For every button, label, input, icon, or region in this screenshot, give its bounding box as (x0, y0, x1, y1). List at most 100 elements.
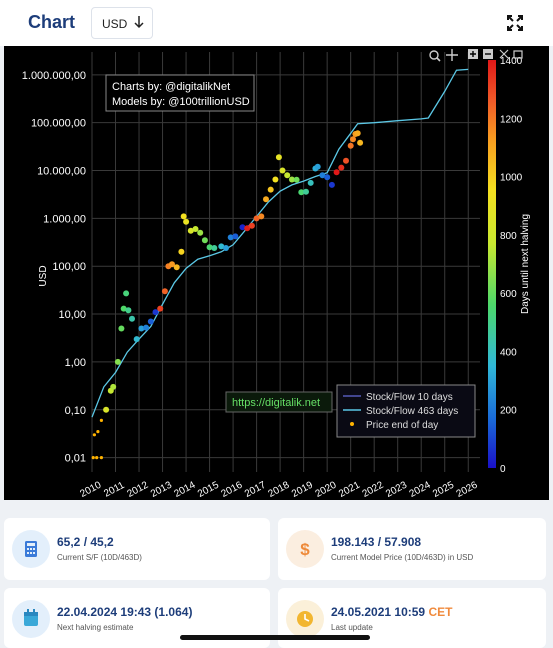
price-point (232, 233, 239, 240)
price-point (307, 179, 314, 186)
price-point (99, 418, 103, 422)
price-point (110, 383, 117, 390)
x-tick-label: 2011 (102, 480, 127, 500)
autoscale-icon[interactable] (499, 49, 509, 59)
currency-select[interactable]: USD (91, 7, 153, 39)
last-update-label: Last update (331, 623, 373, 632)
calendar-icon (12, 600, 50, 638)
price-point (263, 196, 269, 203)
colorbar-tick-label: 1200 (500, 114, 523, 125)
price-point (120, 305, 127, 312)
url-link[interactable]: https://digitalik.net (232, 397, 320, 409)
price-point (324, 174, 331, 181)
price-point (125, 307, 132, 314)
chart-legend: Stock/Flow 10 days Stock/Flow 463 days P… (336, 384, 476, 438)
price-point (288, 176, 295, 183)
pan-icon[interactable] (446, 49, 458, 61)
price-point (206, 244, 213, 251)
x-tick-label: 2012 (125, 480, 150, 500)
price-point (123, 290, 130, 297)
price-point (92, 433, 96, 437)
price-point (147, 318, 154, 325)
price-point (143, 324, 150, 331)
price-point (350, 136, 356, 143)
y-tick-label: 0,10 (65, 405, 86, 417)
legend-label-sf463: Stock/Flow 463 days (366, 406, 458, 417)
price-point (157, 305, 164, 312)
price-point (298, 189, 305, 196)
header-bar: Chart USD (0, 0, 553, 46)
colorbar-tick-label: 1000 (500, 173, 523, 184)
price-point (275, 154, 282, 161)
x-tick-label: 2016 (220, 480, 245, 500)
price-point (314, 163, 321, 170)
price-point (267, 186, 274, 193)
x-tick-label: 2022 (361, 480, 386, 500)
colorbar-tick-label: 800 (500, 231, 517, 242)
sf463-line (91, 68, 469, 418)
zoom-in-icon[interactable] (468, 49, 478, 59)
expand-icon[interactable] (506, 14, 524, 32)
price-point (328, 181, 335, 188)
price-point (201, 237, 208, 244)
price-point (173, 264, 180, 271)
last-update-timezone: CET (428, 605, 453, 619)
x-tick-label: 2014 (172, 480, 197, 500)
colorbar-label: Days until next halving (520, 214, 531, 314)
y-tick-label: 10.000,00 (37, 166, 86, 178)
price-point (118, 325, 125, 332)
zoom-out-icon[interactable] (483, 49, 493, 59)
x-tick-label: 2010 (78, 480, 103, 500)
credits-box: Charts by: @digitalikNet Models by: @100… (105, 74, 255, 112)
colorbar-tick-label: 0 (500, 464, 506, 475)
url-box[interactable]: https://digitalik.net (225, 391, 333, 413)
price-point (284, 172, 291, 179)
price-point (91, 456, 95, 460)
colorbar-tick-label: 400 (500, 347, 517, 358)
reset-icon[interactable] (513, 50, 523, 59)
price-point (96, 430, 100, 434)
zoom-icon[interactable] (429, 50, 441, 62)
y-tick-label: 0,01 (65, 453, 86, 465)
price-point (211, 245, 218, 251)
price-point (244, 225, 251, 232)
price-point (197, 229, 204, 236)
price-point (279, 167, 286, 174)
price-point (347, 142, 354, 149)
price-point (103, 406, 110, 413)
colorbar-tick-label: 600 (500, 289, 517, 300)
price-point (357, 139, 364, 146)
colorbar (488, 60, 496, 468)
model-price-value: 198.143 / 57.908 (331, 535, 422, 549)
price-point (169, 261, 175, 268)
x-tick-label: 2017 (243, 480, 268, 500)
modebar (429, 49, 523, 62)
price-point (152, 309, 159, 316)
model-price-label: Current Model Price (10D/463D) in USD (331, 553, 474, 562)
price-point (187, 227, 194, 234)
x-tick-label: 2019 (290, 480, 315, 500)
price-point (227, 234, 234, 241)
legend-label-sf10: Stock/Flow 10 days (366, 392, 453, 403)
x-tick-label: 2021 (337, 480, 362, 500)
price-point (293, 176, 300, 183)
last-update-value: 24.05.2021 10:59 CET (331, 605, 452, 619)
current-sf-value: 65,2 / 45,2 (57, 535, 114, 549)
price-point (333, 169, 340, 176)
svg-text:$: $ (300, 540, 310, 559)
y-axis-label: USD (38, 265, 49, 286)
next-halving-label: Next halving estimate (57, 623, 134, 632)
price-point (192, 226, 199, 232)
last-update-time: 24.05.2021 10:59 (331, 605, 426, 619)
next-halving-value: 22.04.2024 19:43 (1.064) (57, 605, 193, 619)
home-indicator (180, 635, 370, 640)
price-point (99, 456, 103, 460)
price-chart: 1.000.000,00 100.000,00 10.000,00 1.000,00 1… (22, 49, 531, 500)
x-tick-label: 2024 (408, 480, 433, 500)
credits-line-2: Models by: @100trillionUSD (112, 96, 250, 108)
y-tick-label: 100,00 (52, 261, 86, 273)
price-point (161, 288, 168, 295)
price-point (253, 215, 260, 222)
price-point (223, 245, 229, 251)
x-tick-label: 2013 (149, 480, 174, 500)
